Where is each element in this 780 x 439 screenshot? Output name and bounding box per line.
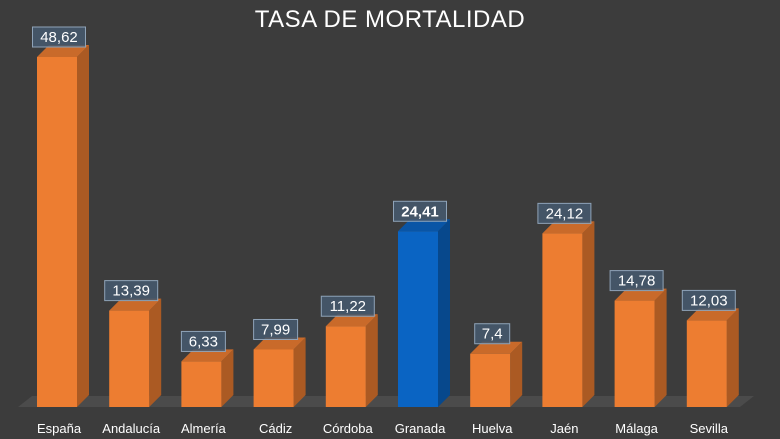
data-label: 11,22 bbox=[330, 298, 366, 315]
bar-front bbox=[614, 300, 655, 407]
bar-málaga bbox=[614, 288, 667, 407]
data-label: 13,39 bbox=[112, 283, 150, 300]
bar-almería bbox=[181, 349, 234, 407]
data-label: 6,33 bbox=[189, 333, 218, 350]
data-label: 24,41 bbox=[401, 203, 439, 220]
bar-jaén bbox=[542, 221, 595, 407]
bar-huelva bbox=[470, 341, 523, 407]
bar-granada bbox=[398, 219, 450, 407]
category-label: España bbox=[37, 421, 82, 436]
bar-top bbox=[686, 308, 739, 321]
bar-side bbox=[221, 349, 234, 407]
data-label-box bbox=[253, 318, 299, 340]
bar-front bbox=[37, 57, 77, 407]
bar-top bbox=[470, 341, 523, 354]
bar-side bbox=[582, 221, 595, 407]
data-label-box bbox=[609, 270, 664, 292]
data-label-box bbox=[681, 289, 736, 311]
chart-title: TASA DE MORTALIDAD bbox=[254, 6, 526, 33]
bar-top bbox=[109, 298, 162, 311]
bar-side bbox=[654, 288, 667, 407]
bar-top bbox=[398, 219, 450, 232]
bar-cádiz bbox=[253, 337, 306, 407]
bar-side bbox=[149, 298, 162, 407]
data-label-box bbox=[32, 26, 86, 48]
category-label: Almería bbox=[181, 421, 227, 436]
data-label-box bbox=[104, 280, 159, 302]
category-label: Granada bbox=[395, 421, 446, 436]
bar-andalucía bbox=[109, 298, 162, 407]
data-label: 12,03 bbox=[690, 292, 728, 309]
bar-front bbox=[542, 233, 583, 407]
data-label-box bbox=[474, 323, 511, 345]
category-label: Sevilla bbox=[690, 421, 729, 436]
bar-front bbox=[109, 310, 150, 407]
bar-top bbox=[325, 314, 378, 327]
category-label: Andalucía bbox=[102, 421, 161, 436]
bar-front bbox=[398, 231, 438, 407]
data-label: 7,99 bbox=[261, 321, 290, 338]
data-label-box bbox=[393, 200, 447, 222]
bar-top bbox=[181, 349, 234, 362]
data-label: 24,12 bbox=[546, 205, 584, 222]
data-label-box bbox=[537, 202, 592, 224]
bar-top bbox=[542, 221, 595, 234]
bar-front bbox=[253, 349, 294, 407]
category-label: Córdoba bbox=[323, 421, 374, 436]
category-label: Huelva bbox=[472, 421, 513, 436]
bar-top bbox=[37, 45, 89, 57]
bar-front bbox=[181, 361, 222, 407]
data-label: 14,78 bbox=[618, 273, 656, 290]
bar-front bbox=[470, 353, 511, 407]
bar-side bbox=[438, 219, 450, 407]
bar-front bbox=[686, 320, 727, 407]
data-label: 48,62 bbox=[40, 29, 78, 46]
bar-top bbox=[614, 288, 667, 301]
data-label-box bbox=[180, 330, 226, 352]
bar-side bbox=[77, 45, 89, 407]
bar-españa bbox=[37, 45, 89, 407]
bar-side bbox=[293, 337, 306, 407]
category-label: Jaén bbox=[550, 421, 578, 436]
bar-side bbox=[726, 308, 739, 407]
bar-front bbox=[325, 326, 366, 407]
bar-top bbox=[253, 337, 306, 350]
category-label: Málaga bbox=[615, 421, 658, 436]
data-label-box bbox=[320, 295, 375, 317]
data-label: 7,4 bbox=[482, 326, 503, 343]
bar-córdoba bbox=[325, 314, 378, 407]
bar-side bbox=[365, 314, 378, 407]
category-label: Cádiz bbox=[259, 421, 292, 436]
bar-side bbox=[510, 341, 523, 407]
bar-sevilla bbox=[686, 308, 739, 407]
